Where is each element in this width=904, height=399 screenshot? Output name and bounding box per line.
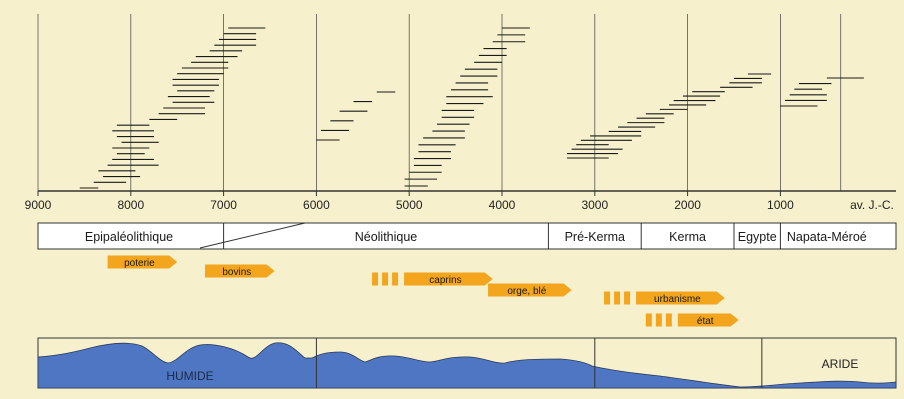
climate-label-aride: ARIDE bbox=[822, 357, 859, 371]
humidity-area bbox=[37, 342, 897, 389]
innovation-4: orge, blé bbox=[488, 283, 572, 297]
innovation-arrows: poterie bovins caprins orge, blé urbanisme ét… bbox=[107, 255, 739, 327]
innovation-5: urbanisme bbox=[604, 291, 725, 305]
innovation-3: caprins bbox=[372, 272, 493, 286]
year-gridlines bbox=[37, 14, 842, 191]
period-label: Napata-Méroé bbox=[787, 230, 867, 244]
innovation-lead-dash bbox=[392, 272, 399, 286]
period-bar bbox=[37, 222, 897, 250]
tick-label-2000: 2000 bbox=[674, 198, 701, 212]
innovation-lead-dash bbox=[624, 291, 631, 305]
tick-label-7000: 7000 bbox=[210, 198, 237, 212]
innovation-lead-dash bbox=[645, 313, 652, 327]
innovation-label: état bbox=[697, 316, 714, 327]
axis-ticks: 9000 8000 7000 6000 5000 4000 3000 2000 1000 bbox=[25, 191, 794, 212]
innovation-2: bovins bbox=[205, 264, 275, 278]
innovation-lead-dash bbox=[382, 272, 389, 286]
innovation-arrow bbox=[404, 272, 493, 286]
innovation-arrow bbox=[636, 291, 725, 305]
tick-label-3000: 3000 bbox=[581, 198, 608, 212]
innovation-arrow bbox=[677, 313, 739, 327]
period-transition-line bbox=[199, 222, 306, 249]
innovation-arrow bbox=[488, 283, 572, 297]
period-label: Egypte bbox=[738, 230, 777, 244]
tick-label-8000: 8000 bbox=[117, 198, 144, 212]
innovation-label: urbanisme bbox=[654, 294, 701, 305]
innovation-lead-dash bbox=[665, 313, 672, 327]
dating-bars bbox=[79, 27, 864, 189]
tick-label-1000: 1000 bbox=[767, 198, 794, 212]
period-label: Kerma bbox=[669, 230, 706, 244]
tick-label-9000: 9000 bbox=[25, 198, 52, 212]
tick-label-6000: 6000 bbox=[303, 198, 330, 212]
period-label: Pré-Kerma bbox=[565, 230, 625, 244]
innovation-arrow bbox=[107, 255, 178, 269]
innovation-lead-dash bbox=[604, 291, 611, 305]
climate-panel: HUMIDE ARIDE bbox=[37, 337, 897, 389]
period-label: Epipaléolithique bbox=[85, 230, 173, 244]
innovation-lead-dash bbox=[614, 291, 621, 305]
innovation-6: état bbox=[645, 313, 739, 327]
innovation-1: poterie bbox=[107, 255, 178, 269]
tick-label-5000: 5000 bbox=[396, 198, 423, 212]
era-label: av. J.-C. bbox=[850, 198, 894, 212]
innovation-label: poterie bbox=[124, 258, 155, 269]
innovation-arrow bbox=[205, 264, 275, 278]
innovation-label: bovins bbox=[222, 267, 251, 278]
period-segments: Epipaléolithique Néolithique Pré-Kerma Kerm… bbox=[85, 223, 867, 249]
innovation-lead-dash bbox=[655, 313, 662, 327]
period-label: Néolithique bbox=[355, 230, 418, 244]
innovation-lead-dash bbox=[372, 272, 379, 286]
innovation-label: caprins bbox=[429, 275, 461, 286]
innovation-label: orge, blé bbox=[507, 286, 546, 297]
climate-label-humide: HUMIDE bbox=[166, 369, 213, 383]
climate-dividers bbox=[315, 338, 763, 388]
tick-label-4000: 4000 bbox=[489, 198, 516, 212]
